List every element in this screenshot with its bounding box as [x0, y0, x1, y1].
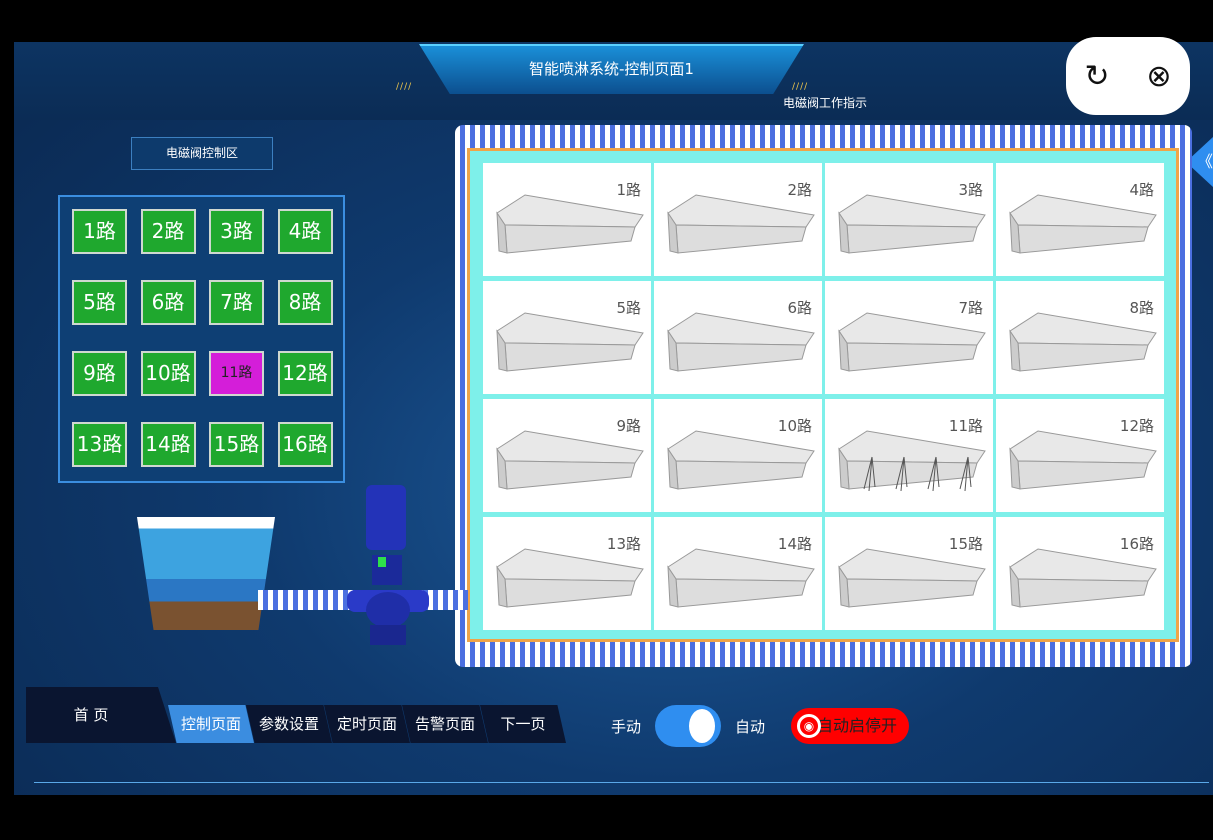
indicator-label: 15路 [948, 535, 983, 553]
nav-tab[interactable]: 定时页面 [324, 705, 410, 743]
indicator-label: 5路 [616, 299, 641, 317]
indicator-label: 4路 [1129, 181, 1154, 199]
start-button-label: 自动启停开 [817, 716, 898, 735]
window-controls: ↻ ⊗ [1066, 37, 1190, 115]
manual-label: 手动 [611, 717, 642, 736]
spray-pipe-icon [496, 548, 644, 608]
bottom-nav: 首 页 控制页面 参数设置 定时页面 告警页面 下一页 [26, 687, 566, 743]
valve-button[interactable]: 12路 [277, 351, 333, 396]
valve-button[interactable]: 1路 [72, 209, 127, 254]
indicator-label: 1路 [616, 181, 641, 199]
valve-button[interactable]: 11路 [209, 351, 264, 396]
nav-tab[interactable]: 下一页 [480, 705, 566, 743]
valve-indicator: 4路 [996, 163, 1164, 276]
valve-button-grid: 1路 2路 3路 4路 5路 6路 7路 8路 9路 10路 11路 12路 13路 14路 15路 16路 [58, 195, 345, 483]
spray-pipe-icon [1009, 430, 1157, 490]
indicator-label: 7路 [958, 299, 983, 317]
indicator-label: 6路 [787, 299, 812, 317]
valve-indicator: 3路 [825, 163, 993, 276]
valve-button[interactable]: 13路 [72, 422, 127, 467]
spray-pipe-icon [496, 430, 644, 490]
valve-indicator: 6路 [654, 281, 822, 394]
divider [34, 782, 1209, 783]
refresh-icon[interactable]: ↻ [1084, 58, 1110, 94]
spray-pipe-icon [838, 548, 986, 608]
valve-indicator: 7路 [825, 281, 993, 394]
spray-pipe-icon [667, 430, 815, 490]
valve-button[interactable]: 14路 [140, 422, 196, 467]
valve-button[interactable]: 4路 [277, 209, 333, 254]
valve-indicator: 8路 [996, 281, 1164, 394]
valve-button[interactable]: 10路 [140, 351, 196, 396]
nav-tab[interactable]: 控制页面 [168, 705, 254, 743]
valve-indicator: 15路 [825, 517, 993, 630]
valve-indicator: 9路 [483, 399, 651, 512]
indicator-label: 10路 [777, 417, 812, 435]
spray-pipe-icon [667, 548, 815, 608]
decoration: //// [396, 82, 413, 92]
spray-pipe-icon [1009, 548, 1157, 608]
valve-button[interactable]: 9路 [72, 351, 127, 396]
spray-pipe-icon [838, 430, 986, 492]
valve-button[interactable]: 16路 [277, 422, 333, 467]
valve-button[interactable]: 7路 [209, 280, 264, 325]
valve-button[interactable]: 5路 [72, 280, 127, 325]
spray-pipe-icon [667, 194, 815, 254]
valve-button[interactable]: 15路 [209, 422, 264, 467]
auto-label: 自动 [735, 717, 766, 736]
title-plate: 智能喷淋系统-控制页面1 [419, 44, 804, 94]
chevron-left-icon: 《 [1196, 152, 1213, 171]
valve-button[interactable]: 8路 [277, 280, 333, 325]
indicator-label: 电磁阀工作指示 [783, 96, 868, 110]
indicator-label: 9路 [616, 417, 641, 435]
valve-indicator: 5路 [483, 281, 651, 394]
close-icon[interactable]: ⊗ [1146, 58, 1172, 94]
auto-start-stop-button[interactable]: ◉ 自动启停开 [791, 708, 910, 744]
control-zone-label: 电磁阀控制区 [131, 137, 273, 170]
indicator-label: 8路 [1129, 299, 1154, 317]
spray-pipe-icon [667, 312, 815, 372]
spray-pipe-icon [838, 312, 986, 372]
indicator-frame: 1路 2路 3路 4路 5路 6路 7路 8路 9路 10 [455, 125, 1192, 667]
valve-indicator: 2路 [654, 163, 822, 276]
header: 智能喷淋系统-控制页面1 //// //// 电磁阀工作指示 [14, 42, 1213, 120]
home-button[interactable]: 首 页 [26, 687, 176, 743]
valve-indicator: 1路 [483, 163, 651, 276]
nav-tab[interactable]: 告警页面 [402, 705, 488, 743]
spray-pipe-icon [1009, 312, 1157, 372]
mode-control: 手动 自动 ◉ 自动启停开 [611, 705, 910, 747]
indicator-label: 12路 [1119, 417, 1154, 435]
water-tank [137, 517, 275, 630]
valve-button[interactable]: 2路 [140, 209, 196, 254]
power-icon: ◉ [797, 714, 822, 738]
spray-pipe-icon [496, 194, 644, 254]
indicator-label: 2路 [787, 181, 812, 199]
nav-tab[interactable]: 参数设置 [246, 705, 332, 743]
valve-indicator: 12路 [996, 399, 1164, 512]
mode-toggle[interactable] [655, 705, 722, 747]
valve-indicator: 10路 [654, 399, 822, 512]
decoration: //// [792, 82, 809, 92]
indicator-label: 14路 [777, 535, 812, 553]
page-title: 智能喷淋系统-控制页面1 [529, 60, 694, 78]
valve-indicator: 14路 [654, 517, 822, 630]
indicator-grid: 1路 2路 3路 4路 5路 6路 7路 8路 9路 10 [467, 148, 1179, 642]
indicator-label: 3路 [958, 181, 983, 199]
valve-button[interactable]: 3路 [209, 209, 264, 254]
scada-screen: 智能喷淋系统-控制页面1 //// //// 电磁阀工作指示 ↻ ⊗ 《 电磁阀… [14, 37, 1213, 795]
indicator-label: 16路 [1119, 535, 1154, 553]
spray-pipe-icon [838, 194, 986, 254]
valve-indicator: 11路 [825, 399, 993, 512]
valve-indicator: 16路 [996, 517, 1164, 630]
indicator-label: 13路 [606, 535, 641, 553]
valve-button[interactable]: 6路 [140, 280, 196, 325]
pump-icon [347, 485, 429, 645]
spray-pipe-icon [496, 312, 644, 372]
valve-indicator: 13路 [483, 517, 651, 630]
indicator-label: 11路 [948, 417, 983, 435]
spray-pipe-icon [1009, 194, 1157, 254]
